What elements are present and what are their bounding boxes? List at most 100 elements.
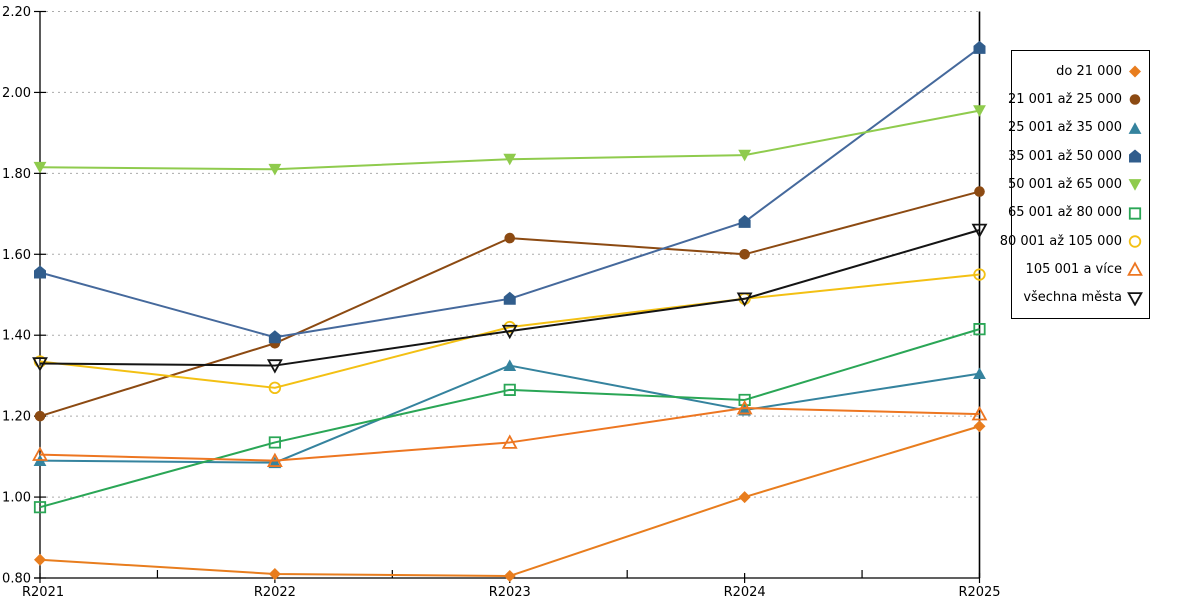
series-5 — [33, 105, 986, 176]
pentagon-marker — [268, 330, 281, 344]
diamond-legend-icon — [1129, 65, 1141, 78]
series-9 — [32, 223, 988, 374]
x-tick-label: R2024 — [724, 585, 766, 600]
triangle-down-marker — [1128, 179, 1142, 192]
pentagon-marker — [973, 40, 986, 54]
diamond-marker — [503, 569, 516, 582]
x-tick-label: R2022 — [254, 585, 296, 600]
triangle-up-marker — [503, 359, 517, 371]
y-tick-label: 1.20 — [2, 410, 31, 425]
circle-marker — [1129, 94, 1141, 106]
triangle-down-marker — [738, 149, 752, 162]
legend-item: 80 001 až 105 000 — [1000, 230, 1143, 252]
legend-label: všechna města — [1023, 290, 1122, 306]
legend-item: všechna města — [1014, 287, 1143, 309]
legend-item: 25 001 až 35 000 — [1008, 117, 1143, 139]
pentagon-marker — [503, 291, 516, 305]
y-tick-label: 1.60 — [2, 248, 31, 263]
diamond-marker — [34, 553, 46, 566]
circle-marker — [1128, 235, 1142, 248]
y-tick-label: 1.40 — [2, 329, 31, 344]
pentagon-marker — [738, 214, 751, 228]
series-6 — [33, 323, 986, 514]
series-line — [39, 407, 980, 462]
y-tick-label: 1.00 — [2, 491, 31, 506]
legend-label: 25 001 až 35 000 — [1007, 120, 1122, 136]
triangle-up-marker — [736, 399, 753, 415]
legend-label: 21 001 až 25 000 — [1007, 91, 1122, 107]
pentagon-marker — [1129, 149, 1141, 163]
legend-label: 80 001 až 105 000 — [999, 233, 1122, 249]
square-marker — [973, 323, 986, 336]
legend-label: 35 001 až 50 000 — [1007, 148, 1122, 164]
triangle-down-marker — [971, 223, 988, 239]
legend-item: 65 001 až 80 000 — [1008, 202, 1143, 224]
triangle-up-legend-icon — [1127, 261, 1143, 277]
square-marker — [738, 393, 751, 407]
triangle-down-marker — [268, 163, 282, 176]
legend-item: 50 001 až 65 000 — [1008, 173, 1143, 195]
diamond-marker — [1129, 65, 1141, 78]
legend-item: 35 001 až 50 000 — [1008, 145, 1143, 167]
triangle-down-marker — [1127, 291, 1143, 306]
legend-label: 105 001 a více — [1025, 261, 1122, 277]
square-marker — [33, 501, 47, 514]
triangle-down-marker — [973, 105, 986, 117]
series-line — [39, 229, 980, 367]
diamond-marker — [973, 420, 986, 433]
triangle-down-marker — [501, 324, 518, 340]
series-line — [39, 328, 980, 509]
series-line — [39, 273, 980, 389]
x-tick-label: R2023 — [489, 585, 531, 600]
circle-legend-icon — [1128, 235, 1142, 248]
legend-label: 65 001 až 80 000 — [1007, 205, 1122, 221]
triangle-down-legend-icon — [1128, 179, 1142, 192]
chart-legend: do 21 000 21 001 až 25 000 25 001 až 35 00… — [1000, 50, 1150, 319]
circle-marker — [973, 268, 986, 281]
triangle-down-marker — [32, 357, 48, 372]
triangle-up-marker — [1127, 261, 1143, 277]
pentagon-marker — [34, 265, 46, 279]
legend-item: do 21 000 — [1014, 60, 1143, 82]
legend-label: 50 001 až 65 000 — [1007, 176, 1122, 192]
triangle-up-marker — [1128, 122, 1142, 134]
square-legend-icon — [1128, 207, 1142, 220]
y-tick-label: 1.80 — [2, 167, 31, 182]
diamond-marker — [738, 491, 751, 504]
y-tick-label: 2.20 — [2, 5, 31, 20]
triangle-up-legend-icon — [1128, 122, 1142, 134]
triangle-down-marker — [503, 153, 517, 166]
square-marker — [268, 436, 281, 449]
legend-item: 21 001 až 25 000 — [1008, 88, 1143, 110]
series-2 — [34, 186, 985, 422]
triangle-down-legend-icon — [1127, 291, 1143, 306]
series-8 — [32, 399, 988, 467]
circle-marker — [268, 381, 282, 395]
circle-marker — [504, 232, 516, 244]
circle-marker — [34, 410, 46, 422]
triangle-up-marker — [973, 367, 986, 380]
triangle-down-marker — [266, 359, 283, 374]
x-tick-label: R2021 — [22, 585, 64, 600]
diamond-marker — [268, 567, 281, 580]
y-tick-label: 0.80 — [2, 572, 31, 587]
square-marker — [1128, 207, 1142, 220]
triangle-down-marker — [33, 161, 47, 174]
series-4 — [34, 40, 986, 344]
pentagon-legend-icon — [1129, 149, 1141, 163]
circle-marker — [974, 186, 985, 197]
triangle-up-marker — [266, 452, 283, 467]
x-tick-label: R2025 — [958, 585, 1000, 600]
circle-legend-icon — [1129, 94, 1141, 106]
series-3 — [33, 359, 986, 469]
square-marker — [503, 383, 516, 396]
triangle-up-marker — [971, 406, 988, 421]
series-1 — [34, 420, 986, 582]
circle-marker — [739, 248, 750, 260]
legend-label: do 21 000 — [1056, 63, 1122, 79]
triangle-down-marker — [736, 292, 753, 307]
triangle-up-marker — [501, 434, 518, 449]
y-tick-label: 2.00 — [2, 86, 31, 101]
